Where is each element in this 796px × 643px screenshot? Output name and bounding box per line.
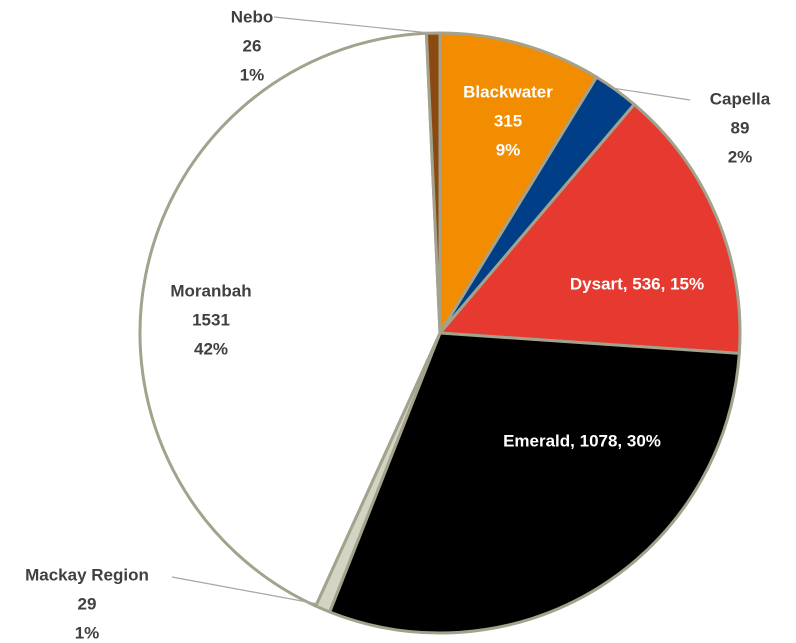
pie-slice [424, 31, 442, 335]
data-label: 1% [75, 623, 100, 642]
data-label: Dysart, 536, 15% [570, 274, 704, 293]
leader-line [273, 16, 431, 34]
data-label: 9% [496, 140, 521, 159]
leader-line [611, 87, 691, 101]
data-label: 89 [731, 118, 750, 137]
data-label: Moranbah [170, 281, 251, 300]
data-label: 1% [240, 65, 265, 84]
data-label: Capella [710, 89, 771, 108]
data-label: Nebo [231, 7, 274, 26]
data-label: 26 [243, 36, 262, 55]
pie-slice [438, 31, 599, 335]
data-label: Emerald, 1078, 30% [503, 431, 661, 450]
data-label: 2% [728, 147, 753, 166]
data-label: 1531 [192, 310, 230, 329]
data-label: 42% [194, 339, 228, 358]
data-label: 315 [494, 111, 522, 130]
pie-slice [438, 102, 742, 355]
data-label: 29 [78, 594, 97, 613]
data-label: Blackwater [463, 82, 553, 101]
data-label: Mackay Region [25, 565, 149, 584]
pie-slice [328, 331, 741, 635]
pie-slice [138, 31, 442, 608]
leader-line [171, 576, 319, 605]
